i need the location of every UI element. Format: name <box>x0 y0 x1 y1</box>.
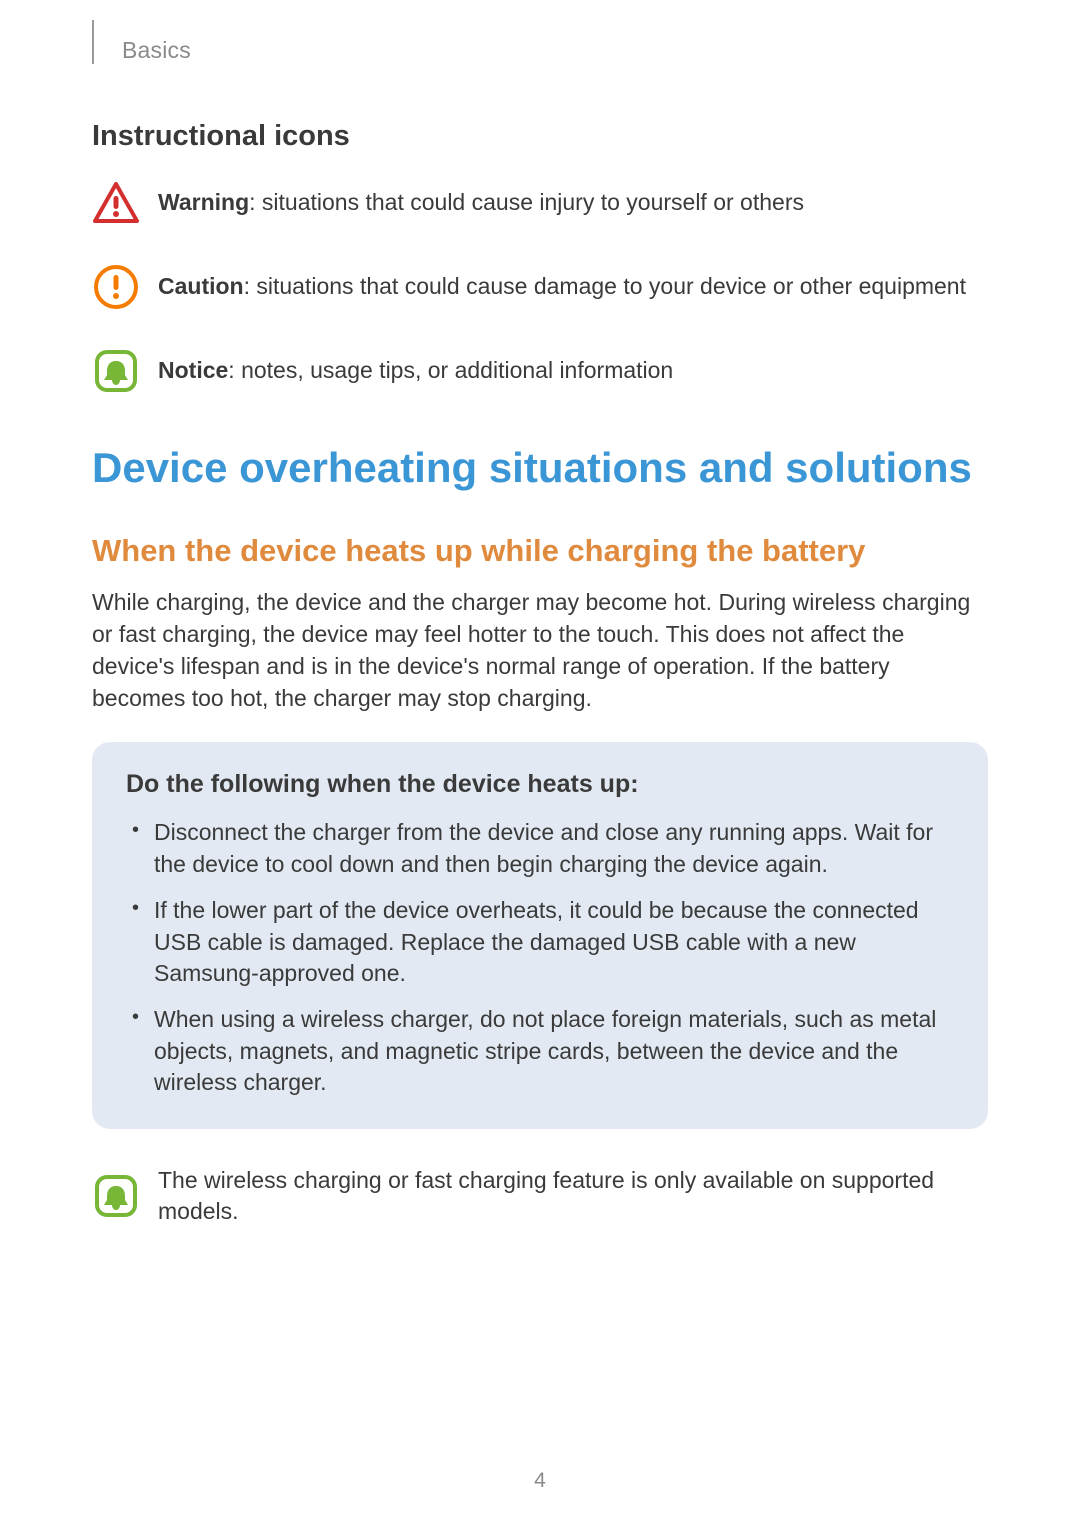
icon-label: Caution <box>158 273 244 299</box>
icon-row-text: Notice: notes, usage tips, or additional… <box>158 355 673 386</box>
chapter-header: Basics <box>92 20 988 64</box>
chapter-title: Basics <box>122 37 191 64</box>
page-number: 4 <box>0 1469 1080 1493</box>
icon-desc: : situations that could cause injury to … <box>249 189 804 215</box>
notice-icon <box>92 1172 140 1220</box>
instructional-icons-heading: Instructional icons <box>92 120 988 153</box>
icon-row-warning: Warning: situations that could cause inj… <box>92 179 988 227</box>
icon-label: Warning <box>158 189 249 215</box>
callout-box: Do the following when the device heats u… <box>92 742 988 1129</box>
icon-row-text: Caution: situations that could cause dam… <box>158 271 966 302</box>
body-paragraph: While charging, the device and the charg… <box>92 587 988 714</box>
icon-label: Notice <box>158 357 228 383</box>
list-item: If the lower part of the device overheat… <box>126 895 954 990</box>
manual-page: Basics Instructional icons Warning: situ… <box>0 0 1080 1527</box>
note-text: The wireless charging or fast charging f… <box>158 1165 988 1227</box>
callout-list: Disconnect the charger from the device a… <box>126 817 954 1099</box>
icon-desc: : situations that could cause damage to … <box>244 273 966 299</box>
icon-row-text: Warning: situations that could cause inj… <box>158 187 804 218</box>
icon-row-notice: Notice: notes, usage tips, or additional… <box>92 347 988 395</box>
icon-desc: : notes, usage tips, or additional infor… <box>228 357 673 383</box>
notice-icon <box>92 347 140 395</box>
note-row: The wireless charging or fast charging f… <box>92 1165 988 1227</box>
warning-icon <box>92 179 140 227</box>
subsection-title: When the device heats up while charging … <box>92 533 988 569</box>
list-item: When using a wireless charger, do not pl… <box>126 1004 954 1099</box>
list-item: Disconnect the charger from the device a… <box>126 817 954 880</box>
section-title: Device overheating situations and soluti… <box>92 443 988 493</box>
caution-icon <box>92 263 140 311</box>
callout-heading: Do the following when the device heats u… <box>126 770 954 799</box>
icon-row-caution: Caution: situations that could cause dam… <box>92 263 988 311</box>
